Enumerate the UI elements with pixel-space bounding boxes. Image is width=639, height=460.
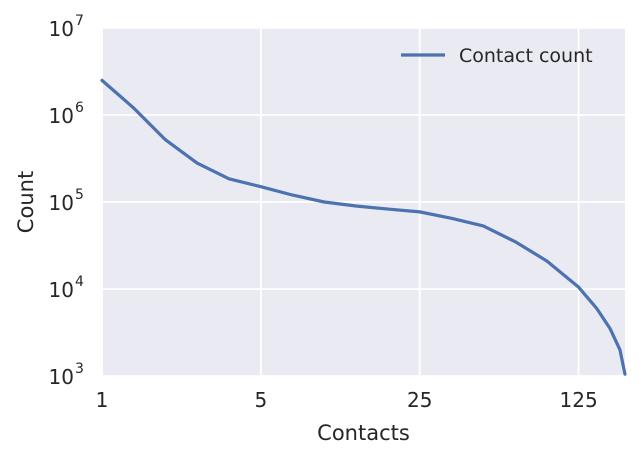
y-tick-exponent: 7	[75, 13, 84, 29]
grid-lines	[101, 27, 625, 377]
x-tick-label-0: 1	[96, 388, 109, 412]
y-tick-label-0: 10 3	[49, 361, 84, 389]
y-tick-base: 10	[49, 104, 74, 128]
y-tick-exponent: 4	[75, 274, 84, 290]
x-tick-label-2: 25	[407, 388, 432, 412]
y-tick-exponent: 5	[75, 187, 84, 203]
series-layer	[100, 78, 627, 376]
y-tick-label-1: 10 4	[49, 274, 84, 302]
y-tick-label-3: 10 6	[49, 100, 84, 128]
y-tick-base: 10	[49, 191, 74, 215]
y-tick-base: 10	[49, 17, 74, 41]
y-tick-label-2: 10 5	[49, 187, 84, 215]
y-tick-label-4: 10 7	[49, 13, 84, 41]
y-tick-base: 10	[49, 278, 74, 302]
y-tick-base: 10	[49, 365, 74, 389]
x-tick-label-1: 5	[255, 388, 268, 412]
legend: Contact count	[401, 45, 593, 67]
series-line-0	[100, 78, 627, 376]
x-axis-ticks: 1 5 25 125	[96, 388, 598, 412]
x-tick-label-3: 125	[560, 388, 598, 412]
y-axis-label: Count	[14, 171, 38, 233]
legend-label-contact-count: Contact count	[459, 45, 593, 67]
y-tick-exponent: 3	[75, 361, 84, 377]
y-tick-exponent: 6	[75, 100, 84, 116]
x-axis-label: Contacts	[317, 421, 410, 445]
